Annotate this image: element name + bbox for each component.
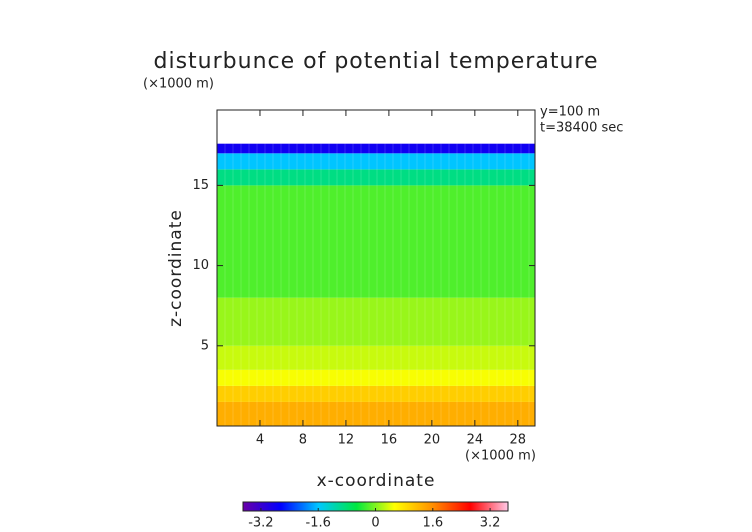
x-tick-label: 28 [510, 433, 527, 448]
annotation: y=100 m [540, 105, 600, 120]
field-band [217, 297, 535, 346]
field-band [217, 401, 535, 426]
colorbar-tick-label: 3.2 [480, 516, 501, 531]
field-band [217, 169, 535, 186]
field-band [217, 369, 535, 386]
x-tick-label: 12 [338, 433, 355, 448]
x-unit: (×1000 m) [465, 449, 536, 464]
field-band [217, 385, 535, 402]
annotation: t=38400 sec [540, 121, 623, 136]
x-tick-label: 4 [256, 433, 264, 448]
x-tick-label: 24 [467, 433, 484, 448]
colorbar-tick-label: 0 [371, 516, 379, 531]
field-band [217, 143, 535, 154]
y-unit: (×1000 m) [143, 77, 214, 92]
colorbar-tick-label: -3.2 [248, 516, 273, 531]
colorbar-tick-label: 1.6 [422, 516, 443, 531]
y-tick-label: 5 [201, 338, 209, 353]
field-band [217, 185, 535, 298]
x-axis-label: x-coordinate [317, 471, 436, 491]
chart-title: disturbunce of potential temperature [154, 49, 599, 74]
x-tick-label: 16 [381, 433, 398, 448]
x-tick-label: 8 [299, 433, 307, 448]
y-tick-label: 15 [192, 178, 209, 193]
y-tick-label: 10 [192, 258, 209, 273]
x-tick-label: 20 [424, 433, 441, 448]
field-band [217, 153, 535, 170]
plot-frame [216, 109, 536, 427]
colorbar-tick-label: -1.6 [306, 516, 331, 531]
field-band [217, 345, 535, 370]
y-axis-label: z-coordinate [166, 209, 186, 327]
